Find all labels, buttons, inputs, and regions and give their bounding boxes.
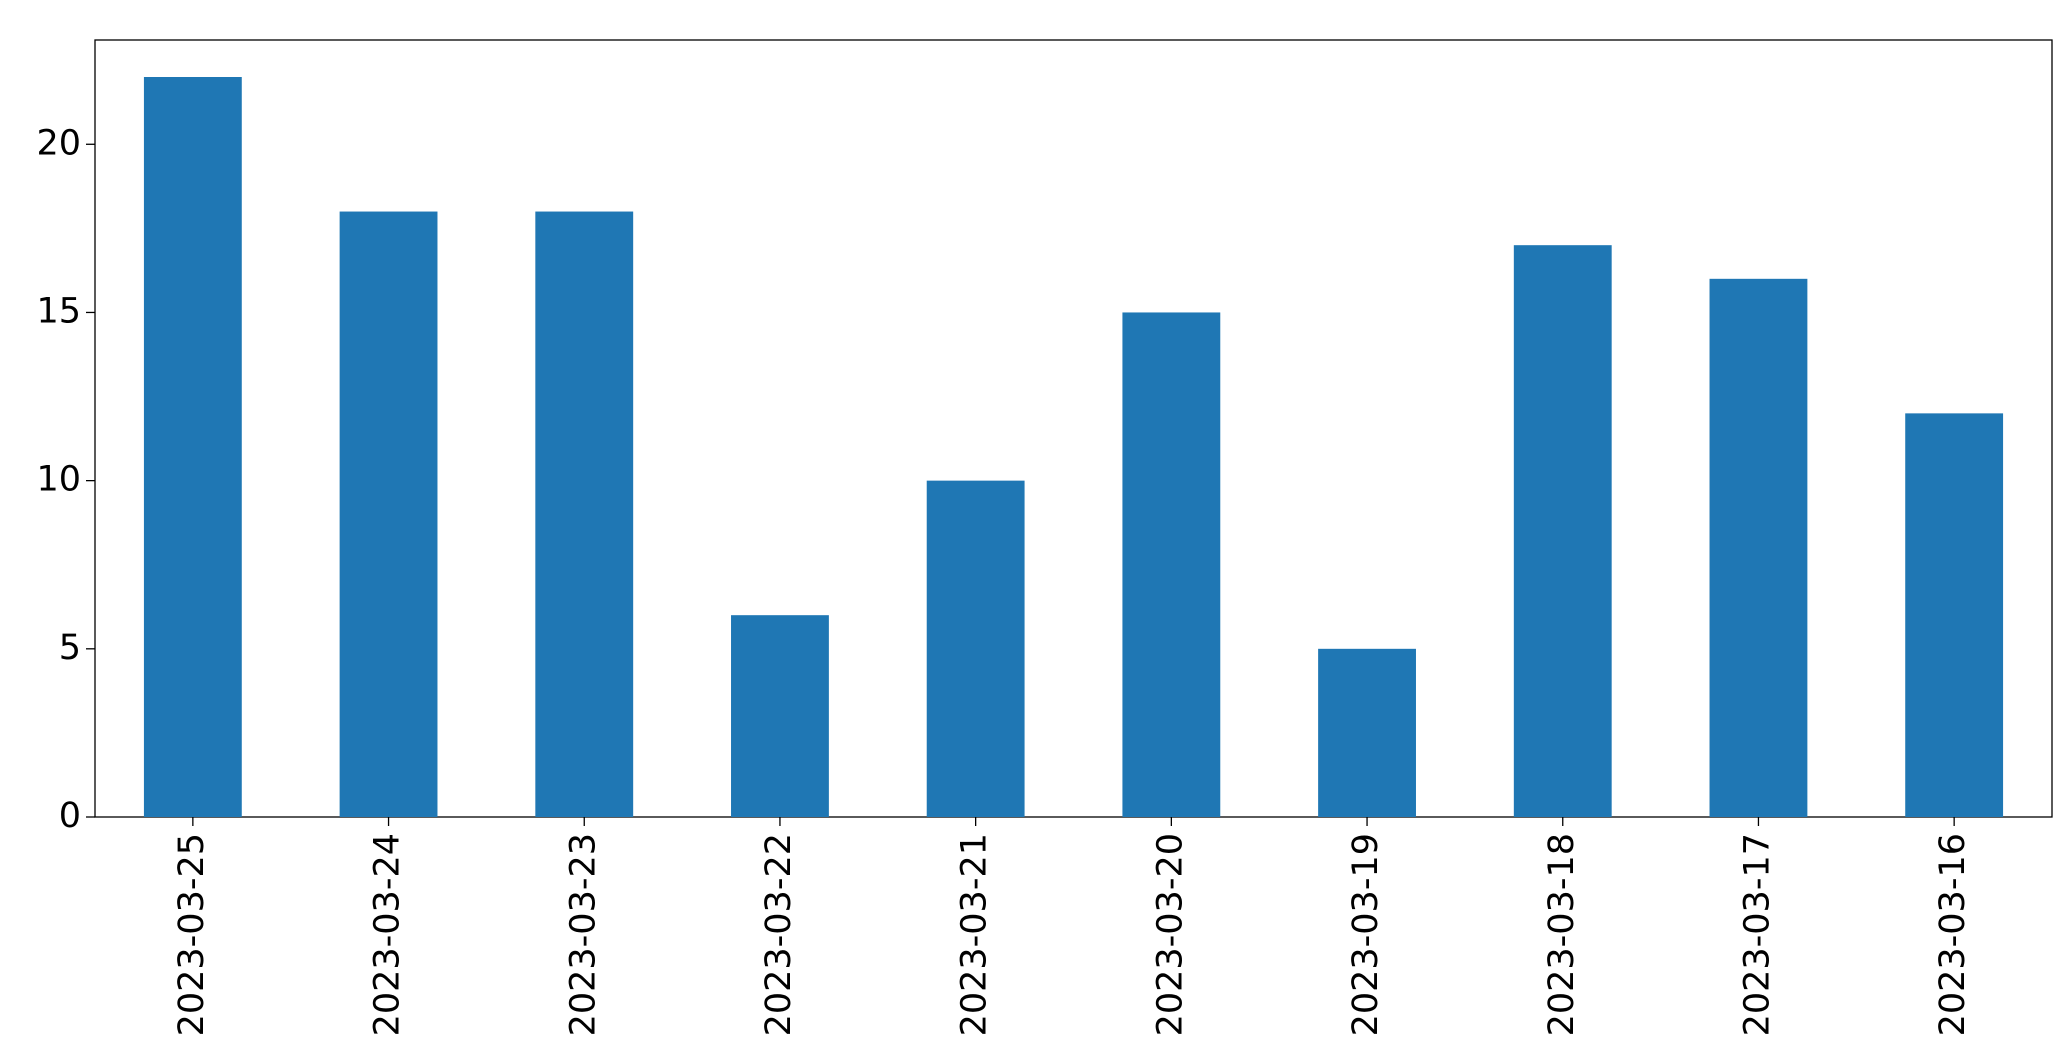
bar <box>926 480 1025 817</box>
bar <box>1513 245 1612 817</box>
axes-frame <box>94 39 2053 818</box>
x-tick-label: 2023-03-18 <box>1542 833 1582 1036</box>
y-tick-label: 20 <box>36 123 81 163</box>
x-tick-label: 2023-03-20 <box>1150 833 1190 1036</box>
bar <box>339 211 438 817</box>
x-tick-label: 2023-03-19 <box>1346 833 1386 1036</box>
bar <box>1905 413 2004 817</box>
x-tick-label: 2023-03-24 <box>368 833 408 1036</box>
y-tick-label: 5 <box>59 628 81 668</box>
y-tick-label: 0 <box>59 796 81 836</box>
bar <box>535 211 634 817</box>
bar <box>1318 648 1416 817</box>
x-tick-label: 2023-03-25 <box>172 833 212 1036</box>
x-tick-label: 2023-03-17 <box>1737 833 1777 1036</box>
y-tick-label: 15 <box>36 291 81 331</box>
y-tick-label: 10 <box>36 460 81 500</box>
x-tick-label: 2023-03-22 <box>759 833 799 1036</box>
bar <box>1122 312 1221 817</box>
bar <box>731 615 829 817</box>
x-tick-label: 2023-03-16 <box>1933 833 1973 1036</box>
x-tick-label: 2023-03-21 <box>955 833 995 1036</box>
x-tick-label: 2023-03-23 <box>563 833 603 1036</box>
bar <box>1709 278 1808 817</box>
bar <box>143 77 242 817</box>
